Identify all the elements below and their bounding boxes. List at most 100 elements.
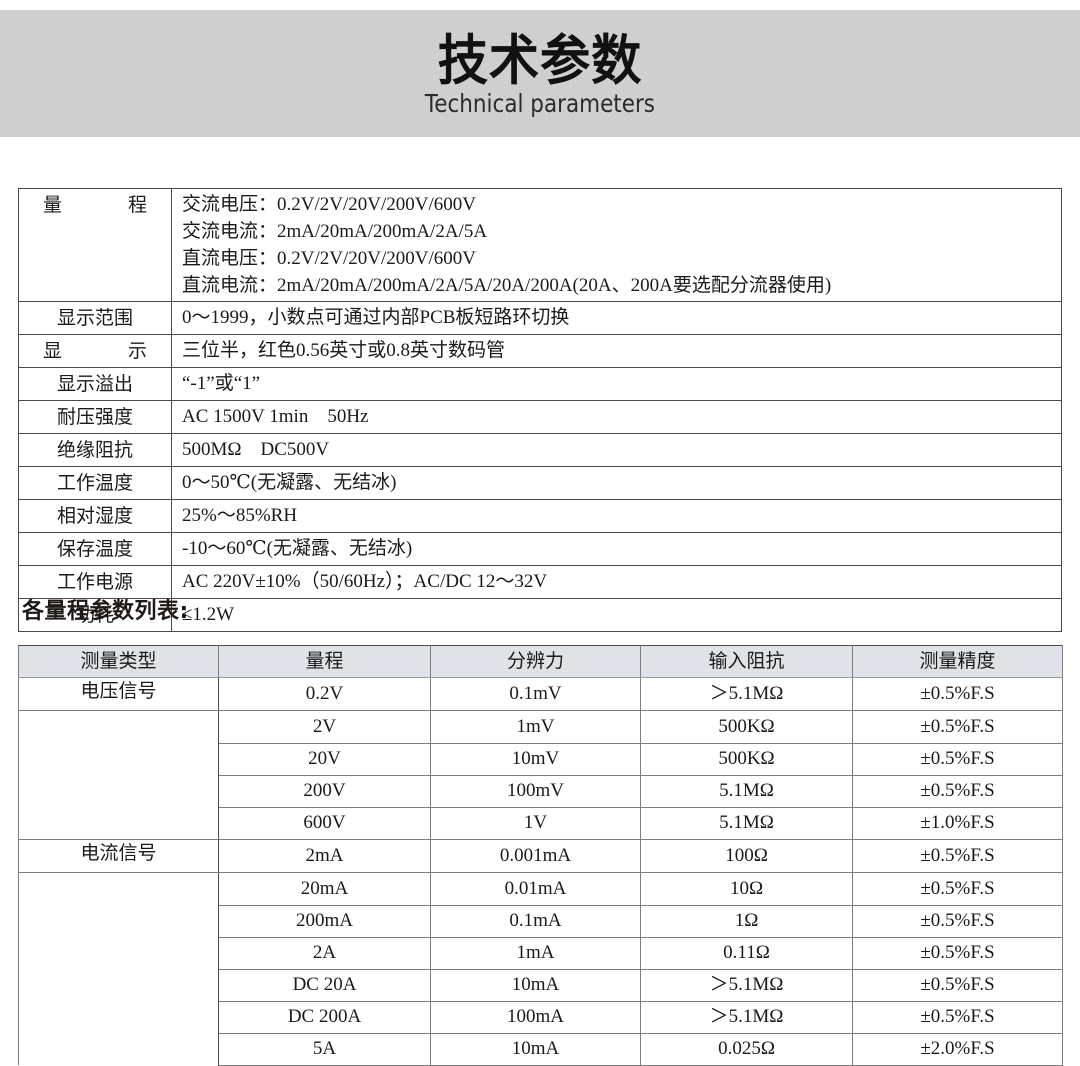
range-cell: 100mV xyxy=(430,774,641,808)
page-subtitle: Technical parameters xyxy=(424,88,656,118)
range-table-row: 20mA 0.01mA 10Ω ±0.5%F.S xyxy=(18,872,1063,906)
range-cell: 0.11Ω xyxy=(640,936,853,970)
range-cell: 1V xyxy=(430,806,641,840)
range-column-header: 测量精度 xyxy=(852,645,1063,678)
range-table-row: 5A 10mA 0.025Ω ±2.0%F.S xyxy=(18,1032,1063,1066)
measurement-type-cell-continued xyxy=(18,937,219,969)
range-cell: 10mV xyxy=(430,742,641,776)
range-parameter-table: 测量类型 量程 分辨力 输入阻抗 测量精度 电压信号 0.2V 0.1mV ＞5.1MΩ ±0.… xyxy=(18,645,1063,1066)
spec-row-value: 500MΩ DC500V xyxy=(171,433,1062,467)
range-cell: 20mA xyxy=(218,872,431,906)
range-table-row: DC 20A 10mA ＞5.1MΩ ±0.5%F.S xyxy=(18,968,1063,1002)
range-column-header: 分辨力 xyxy=(430,645,641,678)
range-cell: ±0.5%F.S xyxy=(852,710,1063,744)
specification-table-body: 量程 交流电压：0.2V/2V/20V/200V/600V 交流电流：2mA/20m… xyxy=(18,188,1062,632)
range-cell: ±0.5%F.S xyxy=(852,1000,1063,1034)
measurement-type-cell-continued xyxy=(18,1001,219,1033)
spec-row-value: AC 1500V 1min 50Hz xyxy=(171,400,1062,434)
range-list-heading: 各量程参数列表: xyxy=(22,599,189,624)
measurement-type-cell-continued xyxy=(18,807,219,840)
range-column-header: 输入阻抗 xyxy=(640,645,853,678)
range-table-row: 2V 1mV 500KΩ ±0.5%F.S xyxy=(18,710,1063,744)
spec-value-line: AC 220V±10%（50/60Hz）；AC/DC 12～32V xyxy=(182,571,548,592)
spec-row: 绝缘阻抗 500MΩ DC500V xyxy=(18,433,1062,467)
spec-row-label: 工作电源 xyxy=(18,565,172,599)
range-cell: ＞5.1MΩ xyxy=(640,677,853,711)
range-cell: 2mA xyxy=(218,839,431,873)
range-table-row: 200mA 0.1mA 1Ω ±0.5%F.S xyxy=(18,904,1063,938)
spec-row-value: 0～50℃(无凝露、无结冰) xyxy=(171,466,1062,500)
range-table-row: 20V 10mV 500KΩ ±0.5%F.S xyxy=(18,742,1063,776)
spec-label-text: 量程 xyxy=(43,195,147,216)
spec-row-value: AC 220V±10%（50/60Hz）；AC/DC 12～32V xyxy=(171,565,1062,599)
range-cell: ±1.0%F.S xyxy=(852,806,1063,840)
range-cell: ±0.5%F.S xyxy=(852,936,1063,970)
page-header-banner: 技术参数 Technical parameters xyxy=(0,10,1080,137)
spec-row-label: 功耗 xyxy=(18,598,172,632)
spec-row: 保存温度 -10～60℃(无凝露、无结冰) xyxy=(18,532,1062,566)
range-cell: 10Ω xyxy=(640,872,853,906)
header-inner: 技术参数 Technical parameters xyxy=(0,10,1080,137)
spec-row: 显示范围 0～1999，小数点可通过内部PCB板短路环切换 xyxy=(18,301,1062,335)
range-column-header: 量程 xyxy=(218,645,431,678)
spec-value-line: AC 1500V 1min 50Hz xyxy=(182,406,369,427)
specification-table: 量程 交流电压：0.2V/2V/20V/200V/600V 交流电流：2mA/20m… xyxy=(18,188,1062,632)
measurement-type-cell-continued xyxy=(18,710,219,743)
spec-row-label: 工作温度 xyxy=(18,466,172,500)
measurement-type-cell-continued xyxy=(18,969,219,1001)
spec-row: 工作温度 0～50℃(无凝露、无结冰) xyxy=(18,466,1062,500)
range-table-body: 电压信号 0.2V 0.1mV ＞5.1MΩ ±0.5%F.S 2V 1mV 500KΩ ±0… xyxy=(18,677,1063,1066)
spec-value-line: 0～50℃(无凝露、无结冰) xyxy=(182,472,397,493)
spec-row-value: -10～60℃(无凝露、无结冰) xyxy=(171,532,1062,566)
spec-label-text: 显示 xyxy=(43,341,147,362)
range-cell: 200mA xyxy=(218,904,431,938)
range-cell: 10mA xyxy=(430,1032,641,1066)
spec-row-label: 绝缘阻抗 xyxy=(18,433,172,467)
range-cell: 200V xyxy=(218,774,431,808)
specification-table-container: 量程 交流电压：0.2V/2V/20V/200V/600V 交流电流：2mA/20m… xyxy=(18,188,1062,632)
spec-value-line: 0～1999，小数点可通过内部PCB板短路环切换 xyxy=(182,307,570,328)
spec-row-label: 量程 xyxy=(18,188,172,302)
range-table-container: 测量类型 量程 分辨力 输入阻抗 测量精度 电压信号 0.2V 0.1mV ＞5.1MΩ ±0.… xyxy=(18,645,1063,1066)
range-column-header: 测量类型 xyxy=(18,645,219,678)
page-title: 技术参数 xyxy=(437,28,643,92)
spec-value-line: ≤1.2W xyxy=(182,604,235,625)
measurement-type-cell-continued xyxy=(18,905,219,937)
spec-row: 显示溢出 “-1”或“1” xyxy=(18,367,1062,401)
range-cell: ±0.5%F.S xyxy=(852,774,1063,808)
range-cell: 10mA xyxy=(430,968,641,1002)
range-table-row: 电流信号 2mA 0.001mA 100Ω ±0.5%F.S xyxy=(18,839,1063,873)
range-header-row: 测量类型 量程 分辨力 输入阻抗 测量精度 xyxy=(18,645,1063,678)
range-cell: 5.1MΩ xyxy=(640,806,853,840)
spec-row-value: ≤1.2W xyxy=(171,598,1062,632)
range-cell: 100mA xyxy=(430,1000,641,1034)
measurement-type-cell-continued xyxy=(18,775,219,807)
spec-row: 显示 三位半，红色0.56英寸或0.8英寸数码管 xyxy=(18,334,1062,368)
measurement-type-cell-continued xyxy=(18,1033,219,1065)
range-cell: 2A xyxy=(218,936,431,970)
measurement-type-cell-continued xyxy=(18,872,219,905)
range-cell: ±0.5%F.S xyxy=(852,742,1063,776)
range-cell: ±0.5%F.S xyxy=(852,904,1063,938)
spec-row-value: “-1”或“1” xyxy=(171,367,1062,401)
spec-row-value: 三位半，红色0.56英寸或0.8英寸数码管 xyxy=(171,334,1062,368)
range-cell: ±0.5%F.S xyxy=(852,839,1063,873)
spec-value-line: 交流电压：0.2V/2V/20V/200V/600V xyxy=(182,194,476,215)
spec-value-line: 交流电流：2mA/20mA/200mA/2A/5A xyxy=(182,221,488,242)
measurement-type-cell: 电流信号 xyxy=(18,839,219,873)
spec-row: 耐压强度 AC 1500V 1min 50Hz xyxy=(18,400,1062,434)
measurement-type-cell: 电压信号 xyxy=(18,677,219,711)
range-cell: 0.025Ω xyxy=(640,1032,853,1066)
range-table-row: 电压信号 0.2V 0.1mV ＞5.1MΩ ±0.5%F.S xyxy=(18,677,1063,711)
spec-value-line: 直流电压：0.2V/2V/20V/200V/600V xyxy=(182,248,476,269)
spec-value-line: -10～60℃(无凝露、无结冰) xyxy=(182,538,413,559)
spec-row-label: 保存温度 xyxy=(18,532,172,566)
spec-row-value: 25%～85%RH xyxy=(171,499,1062,533)
measurement-type-cell-continued xyxy=(18,743,219,775)
spec-row-label: 耐压强度 xyxy=(18,400,172,434)
range-cell: ±0.5%F.S xyxy=(852,872,1063,906)
spec-row: 功耗 ≤1.2W xyxy=(18,598,1062,632)
range-cell: 5.1MΩ xyxy=(640,774,853,808)
spec-row: 相对湿度 25%～85%RH xyxy=(18,499,1062,533)
range-table-head: 测量类型 量程 分辨力 输入阻抗 测量精度 xyxy=(18,645,1063,678)
